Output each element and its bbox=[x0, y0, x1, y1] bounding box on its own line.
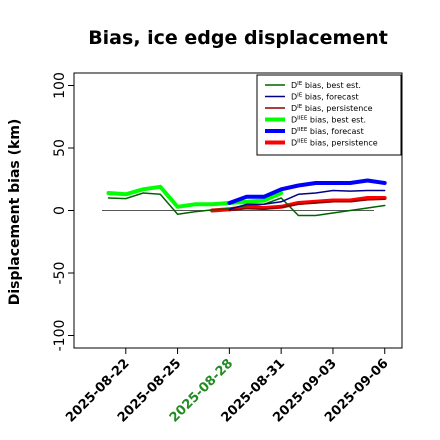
y-tick-label: -100 bbox=[52, 320, 68, 352]
legend-label: DIIEE bias, forecast bbox=[291, 127, 364, 136]
y-tick-label: 50 bbox=[52, 139, 68, 157]
y-tick-label: 0 bbox=[52, 206, 68, 215]
series-line-0 bbox=[107, 192, 386, 217]
legend-label: DIE bias, persistence bbox=[291, 104, 373, 113]
y-tick-label: 100 bbox=[52, 72, 68, 99]
y-axis-label: Displacement bias (km) bbox=[7, 119, 23, 306]
legend: DIE bias, best est. DIE bias, forecast DIE… bbox=[256, 74, 402, 156]
series-line-3 bbox=[106, 184, 284, 209]
series-line-5 bbox=[210, 196, 387, 213]
y-tick-label: -50 bbox=[52, 262, 68, 285]
legend-label: DIE bias, best est. bbox=[291, 81, 361, 90]
series-line-1 bbox=[228, 189, 386, 211]
legend-label: DIIEE bias, persistence bbox=[291, 139, 378, 148]
legend-label: DIIEE bias, best est. bbox=[291, 116, 366, 125]
series-line-2 bbox=[228, 198, 386, 212]
series-line-4 bbox=[227, 178, 387, 205]
chart-title: Bias, ice edge displacement bbox=[88, 27, 388, 49]
legend-label: DIE bias, forecast bbox=[291, 93, 359, 102]
